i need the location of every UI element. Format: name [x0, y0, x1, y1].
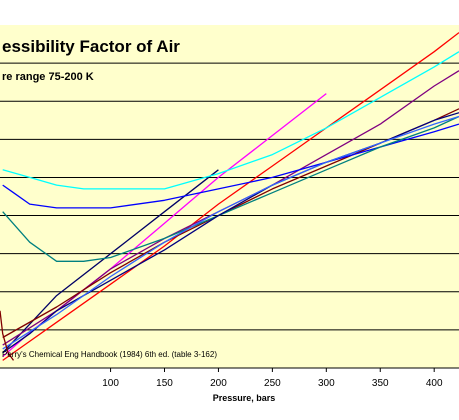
series-line-10	[2, 115, 459, 350]
chart-title: essibility Factor of Air	[2, 37, 180, 56]
series-line-9	[2, 112, 459, 354]
series-line-11	[0, 310, 15, 361]
source-note: Perry's Chemical Eng Handbook (1984) 6th…	[2, 350, 217, 359]
chart-subtitle: re range 75-200 K	[2, 71, 94, 83]
x-tick-label: 100	[102, 378, 119, 389]
x-tick-labels: 100 150 200 250 300 350 400	[102, 368, 443, 389]
x-tick-label: 200	[210, 378, 227, 389]
x-tick-label: 350	[372, 378, 389, 389]
x-tick-label: 300	[318, 378, 335, 389]
x-axis-label: Pressure, bars	[213, 393, 276, 403]
x-tick-label: 150	[156, 378, 173, 389]
x-tick-label: 250	[264, 378, 281, 389]
series-line-4	[2, 51, 459, 190]
x-tick-label: 400	[426, 378, 443, 389]
series-line-3	[2, 32, 459, 361]
grid	[0, 62, 459, 331]
series-group	[0, 32, 459, 361]
